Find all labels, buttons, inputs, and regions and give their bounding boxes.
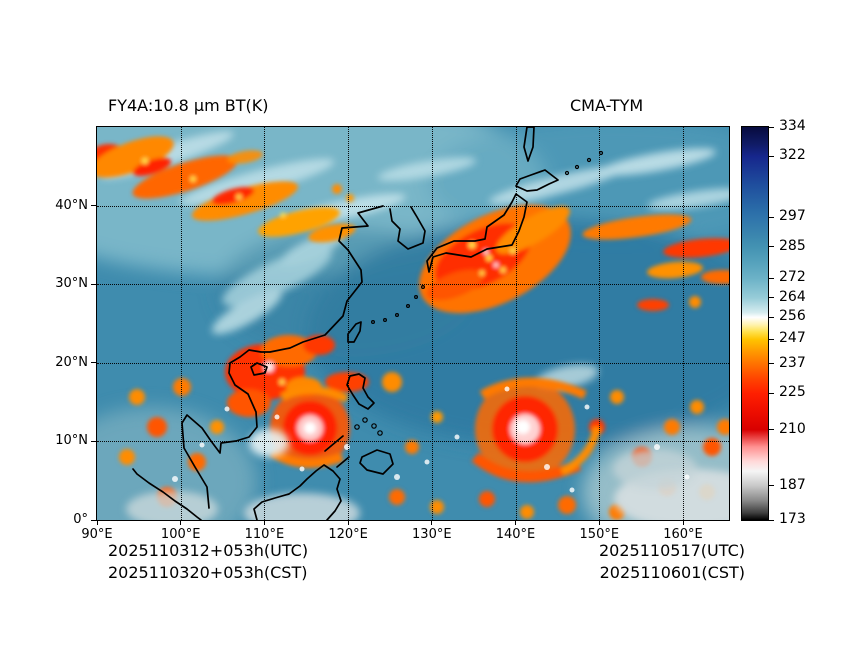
colorbar-tick	[769, 429, 774, 431]
coast-korea	[389, 206, 426, 250]
colorbar-tick-label: 285	[779, 237, 806, 254]
coast-sumatra	[132, 468, 202, 520]
colorbar	[741, 126, 769, 521]
x-tick	[515, 521, 516, 525]
colorbar-tick	[769, 316, 774, 318]
colorbar-tick-label: 297	[779, 208, 806, 225]
x-tick-label: 120°E	[328, 527, 368, 542]
colorbar-tick	[769, 485, 774, 487]
colorbar-tick-label: 256	[779, 308, 806, 325]
colorbar-tick	[769, 155, 774, 157]
coast-hokkaido	[515, 169, 559, 192]
colorbar-tick	[769, 216, 774, 218]
x-tick	[598, 521, 600, 525]
coast-luzon	[346, 373, 375, 410]
x-tick	[96, 521, 98, 525]
init-time-utc: 2025110312+053h(UTC)	[108, 541, 309, 560]
colorbar-tick	[769, 277, 774, 279]
colorbar-tick-label: 272	[779, 269, 806, 286]
ryukyu-islands	[371, 285, 426, 325]
y-tick	[91, 205, 96, 207]
coastlines-layer	[132, 127, 604, 520]
x-tick	[180, 521, 182, 525]
colorbar-tick-label: 247	[779, 330, 806, 347]
y-tick-label: 40°N	[55, 197, 88, 213]
y-tick-label: 30°N	[55, 276, 88, 292]
coast-sakhalin	[523, 127, 535, 162]
colorbar-tick	[769, 363, 774, 365]
x-tick-label: 160°E	[663, 527, 703, 542]
y-tick	[91, 440, 96, 442]
satellite-bt-map	[97, 127, 729, 520]
colorbar-tick-label: 187	[779, 476, 806, 493]
x-tick-label: 110°E	[244, 527, 285, 542]
x-tick-label: 130°E	[412, 527, 452, 542]
coast-taiwan	[347, 321, 362, 343]
footer-init-times: 2025110312+053h(UTC) 2025110320+053h(CST…	[108, 540, 308, 584]
y-tick-label: 10°N	[55, 433, 88, 449]
tropical-cyclone-2	[471, 377, 601, 483]
x-tick-label: 150°E	[579, 527, 620, 542]
y-tick	[91, 519, 96, 521]
colorbar-tick	[769, 297, 774, 299]
colorbar-tick-label: 334	[779, 118, 806, 134]
x-tick	[263, 521, 265, 525]
y-tick	[91, 362, 96, 364]
low-cloud-layer	[126, 429, 729, 520]
footer-valid-times: 2025110517(UTC) 2025110601(CST)	[599, 540, 745, 584]
colorbar-tick	[769, 392, 774, 394]
colorbar-tick-label: 264	[779, 288, 806, 305]
colorbar-tick	[769, 126, 774, 128]
colorbar-tick-label: 173	[779, 511, 806, 527]
x-tick	[682, 521, 684, 525]
colorbar-tick	[769, 246, 774, 248]
coast-sulu	[336, 456, 350, 468]
colorbar-tick	[769, 519, 774, 521]
y-tick-label: 20°N	[55, 354, 88, 370]
colorbar-tick	[769, 338, 774, 340]
y-tick	[91, 283, 96, 285]
tropical-cyclone-1	[269, 385, 350, 468]
valid-time-utc: 2025110517(UTC)	[599, 541, 745, 560]
colorbar-tick-label: 225	[779, 384, 806, 401]
model-name: CMA-TYM	[570, 96, 644, 115]
x-tick-label: 90°E	[81, 527, 113, 542]
colorbar-tick-label: 237	[779, 354, 806, 371]
coast-palawan	[324, 435, 344, 452]
valid-time-cst: 2025110601(CST)	[599, 563, 745, 582]
coast-mindanao	[359, 449, 394, 475]
x-tick-label: 100°E	[160, 527, 201, 542]
x-tick-label: 140°E	[495, 527, 536, 542]
colorbar-tick-label: 210	[779, 420, 806, 437]
init-time-cst: 2025110320+053h(CST)	[108, 563, 308, 582]
x-tick	[431, 521, 433, 525]
visayas-islands	[354, 417, 383, 436]
colorbar-tick-label: 322	[779, 147, 806, 164]
map-plot-area	[96, 126, 730, 521]
coast-borneo	[253, 464, 342, 520]
plot-title: FY4A:10.8 μm BT(K)	[108, 96, 269, 115]
y-tick-label: 0°	[73, 512, 88, 527]
x-tick	[347, 521, 349, 525]
kuril-islands	[564, 150, 604, 176]
